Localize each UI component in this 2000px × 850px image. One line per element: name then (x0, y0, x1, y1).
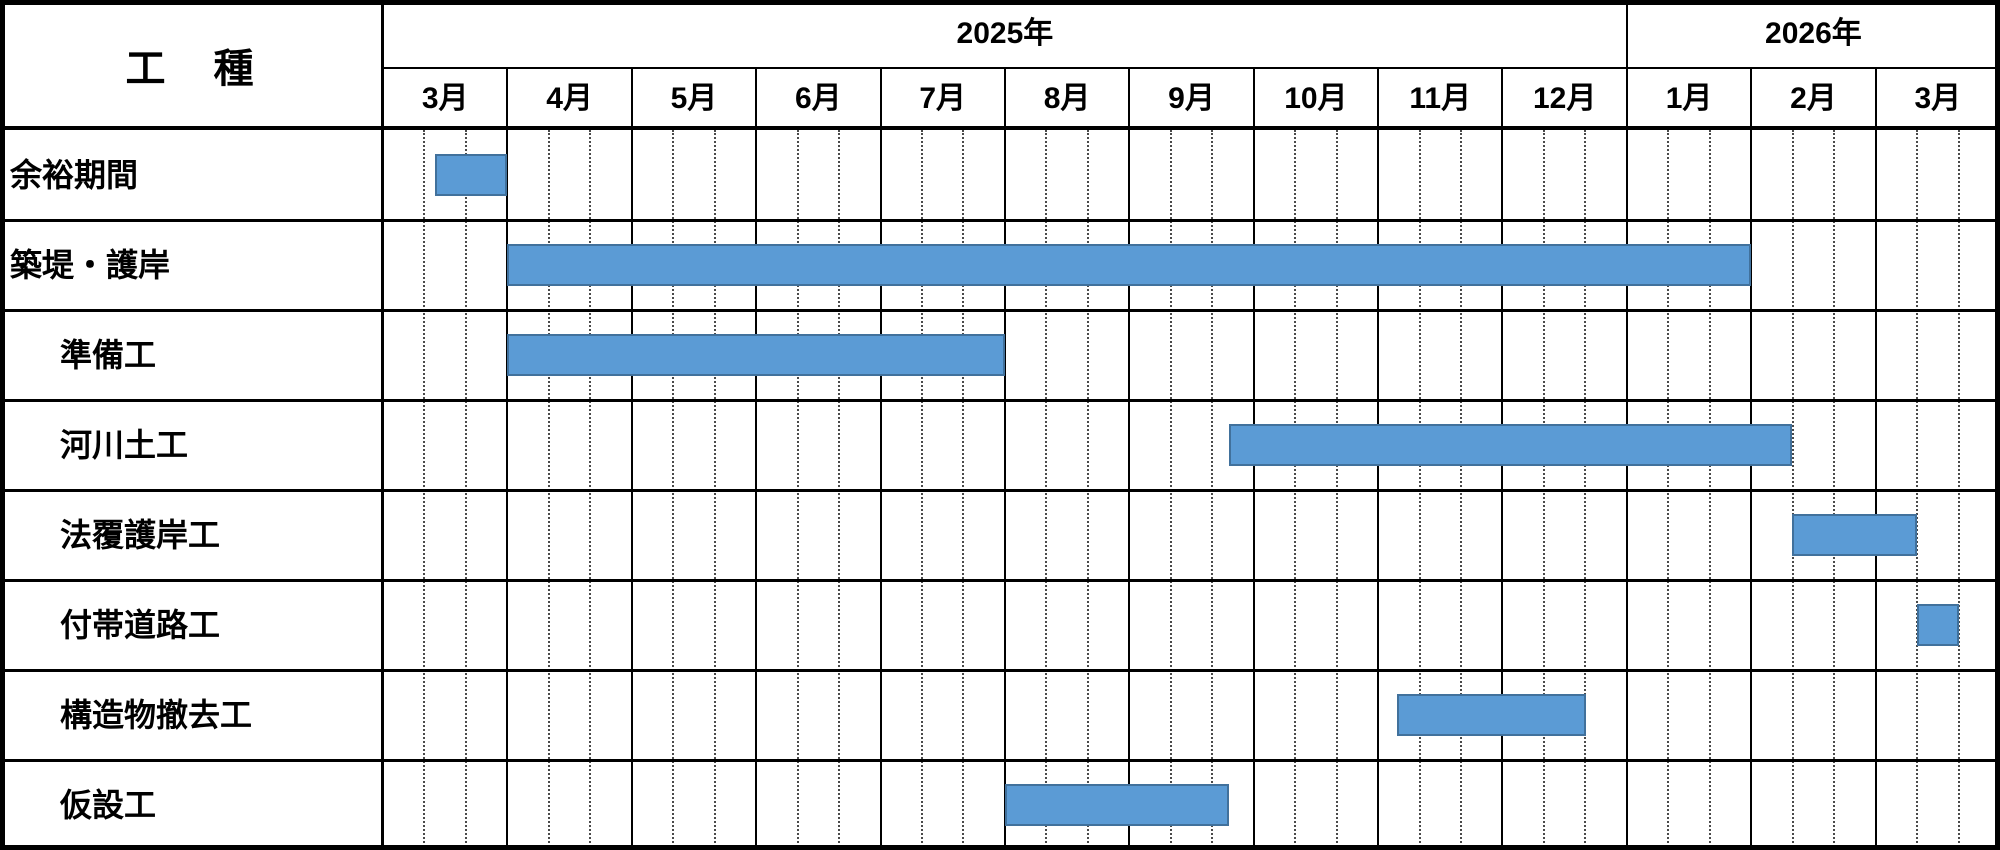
task-label: 準備工 (60, 337, 157, 373)
month-cell: 4月 (546, 82, 593, 115)
label-column-divider-line (381, 0, 384, 850)
task-label: 余裕期間 (10, 157, 139, 193)
work-type-header-cell: 工 種 (0, 0, 383, 130)
month-cell: 3月 (1914, 82, 1962, 115)
task-bar (507, 334, 1005, 376)
year-divider-line (1625, 0, 1628, 68)
row-divider-line (0, 489, 2000, 492)
month-grid-line (755, 68, 758, 850)
task-label: 仮設工 (60, 787, 157, 823)
month-cell: 5月 (670, 82, 718, 115)
row-divider-line (0, 399, 2000, 402)
task-bar (435, 154, 508, 196)
task-label: 河川土工 (60, 427, 189, 463)
month-cell: 12月 (1532, 82, 1597, 115)
month-cell: 7月 (919, 82, 967, 115)
task-bar (1916, 604, 1959, 646)
month-grid-line (1874, 68, 1877, 850)
task-bar (1792, 514, 1917, 556)
row-divider-line (0, 579, 2000, 582)
task-bar (1004, 784, 1229, 826)
month-grid-line (1003, 68, 1006, 850)
month-cell: 9月 (1168, 82, 1215, 115)
row-divider-line (0, 759, 2000, 762)
task-label: 法覆護岸工 (60, 517, 221, 553)
task-bar (507, 244, 1752, 286)
row-divider-line (0, 669, 2000, 672)
row-divider-line (0, 309, 2000, 312)
work-type-header-label: 工 種 (125, 47, 258, 91)
task-bar (1228, 424, 1793, 466)
month-grid-line (506, 68, 509, 850)
month-cell: 3月 (421, 82, 469, 115)
month-cell: 2月 (1790, 82, 1837, 115)
row-divider-line (0, 219, 2000, 222)
month-cell: 10月 (1284, 82, 1348, 115)
month-grid-line (630, 68, 633, 850)
task-label: 付帯道路工 (60, 607, 221, 643)
month-cell: 6月 (794, 82, 842, 115)
header-bottom-line (0, 126, 2000, 130)
year-cell: 2025年 (956, 17, 1054, 50)
year-month-divider-line (383, 67, 2000, 69)
task-label: 築堤・護岸 (10, 247, 171, 283)
year-cell: 2026年 (1765, 17, 1862, 50)
task-label: 構造物撤去工 (60, 697, 253, 733)
month-cell: 1月 (1665, 82, 1713, 115)
month-grid-line (1128, 68, 1131, 850)
month-cell: 8月 (1043, 82, 1091, 115)
month-cell: 11月 (1409, 82, 1472, 115)
task-bar (1396, 694, 1586, 736)
month-grid-line (879, 68, 882, 850)
